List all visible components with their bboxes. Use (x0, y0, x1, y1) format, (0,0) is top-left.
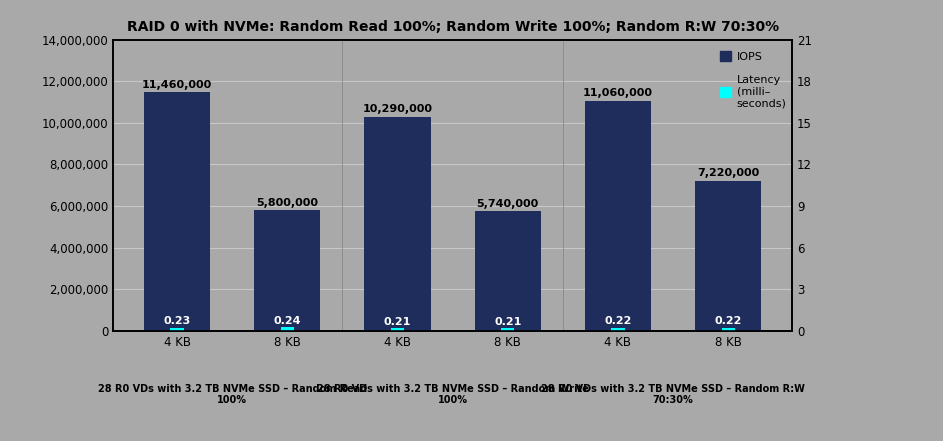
Text: 0.24: 0.24 (273, 316, 301, 326)
Bar (364, 117, 431, 331)
Title: RAID 0 with NVMe: Random Read 100%; Random Write 100%; Random R:W 70:30%: RAID 0 with NVMe: Random Read 100%; Rand… (126, 20, 779, 34)
Bar (144, 93, 210, 331)
Bar (611, 328, 624, 331)
Text: 5,740,000: 5,740,000 (476, 199, 538, 209)
Legend: IOPS, Latency
(milli–
seconds): IOPS, Latency (milli– seconds) (720, 51, 786, 108)
Bar (391, 328, 405, 331)
Bar (255, 210, 321, 331)
Text: 28 R0 VDs with 3.2 TB NVMe SSD – Random Write
100%: 28 R0 VDs with 3.2 TB NVMe SSD – Random … (317, 384, 588, 405)
Text: 0.22: 0.22 (715, 317, 742, 326)
Text: 28 R0 VDs with 3.2 TB NVMe SSD – Random R:W
70:30%: 28 R0 VDs with 3.2 TB NVMe SSD – Random … (541, 384, 805, 405)
Bar (501, 328, 514, 331)
Text: 5,800,000: 5,800,000 (256, 198, 319, 208)
Bar (281, 327, 294, 331)
Text: 11,460,000: 11,460,000 (142, 80, 212, 90)
Text: 0.22: 0.22 (604, 317, 632, 326)
Bar (474, 211, 541, 331)
Text: 7,220,000: 7,220,000 (697, 168, 759, 178)
Text: 28 R0 VDs with 3.2 TB NVMe SSD – Random Read
100%: 28 R0 VDs with 3.2 TB NVMe SSD – Random … (97, 384, 367, 405)
Text: 0.23: 0.23 (163, 316, 190, 326)
Bar (721, 328, 735, 331)
Text: 0.21: 0.21 (384, 317, 411, 327)
Bar (585, 101, 651, 331)
Bar (695, 181, 761, 331)
Text: 11,060,000: 11,060,000 (583, 88, 653, 98)
Text: 0.21: 0.21 (494, 317, 521, 327)
Text: 10,290,000: 10,290,000 (362, 105, 433, 114)
Bar (171, 328, 184, 331)
